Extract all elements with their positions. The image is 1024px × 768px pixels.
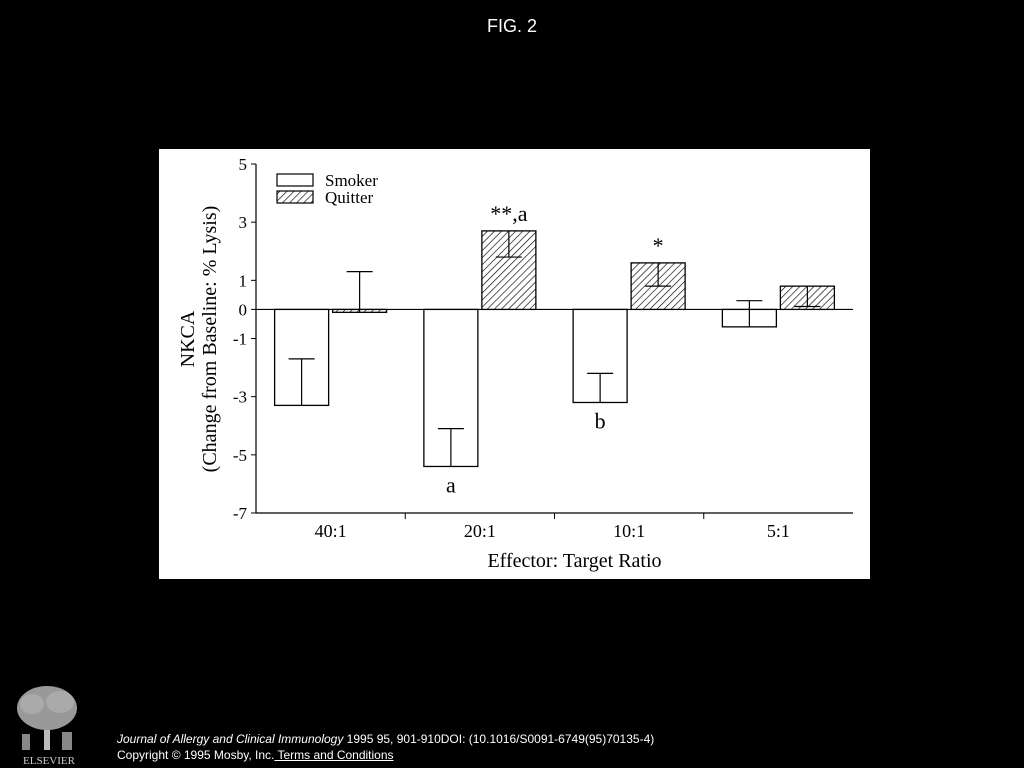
y-tick-label: 0 — [239, 300, 248, 319]
copyright-text: Copyright © 1995 Mosby, Inc. — [117, 748, 275, 762]
y-tick-label: -7 — [233, 504, 248, 523]
x-tick-label: 10:1 — [613, 521, 645, 541]
legend-label: Quitter — [325, 188, 373, 207]
x-tick-label: 5:1 — [767, 521, 790, 541]
figure-title: FIG. 2 — [486, 16, 537, 36]
bar-annotation: b — [595, 408, 606, 433]
x-tick-label: 40:1 — [315, 521, 347, 541]
y-axis-subtitle: (Change from Baseline: % Lysis) — [199, 206, 221, 473]
y-tick-label: -1 — [233, 330, 247, 349]
bar-annotation: a — [446, 472, 456, 497]
legend-label: Smoker — [325, 171, 378, 190]
bar-chart: 5 3 1 0 -1 -3 -5 -7 40:1 20:1 10:1 5:1 a b **,a * Smoker… — [177, 155, 853, 572]
journal-name: Journal of Allergy and Clinical Immunolo… — [117, 732, 344, 746]
x-tick-label: 20:1 — [464, 521, 496, 541]
citation-line: Journal of Allergy and Clinical Immunolo… — [117, 731, 654, 747]
y-tick-label: -3 — [233, 388, 247, 407]
citation-block: Journal of Allergy and Clinical Immunolo… — [117, 731, 654, 763]
bar-annotation: **,a — [490, 201, 528, 226]
citation-details: 1995 95, 901-910DOI: (10.1016/S0091-6749… — [343, 732, 655, 746]
y-tick-label: 1 — [239, 271, 248, 290]
y-tick-label: 3 — [239, 213, 248, 232]
y-tick-label: 5 — [239, 155, 248, 174]
legend-swatch — [276, 173, 314, 187]
y-axis-title: NKCA — [177, 310, 199, 367]
x-axis-title: Effector: Target Ratio — [487, 550, 661, 572]
publisher-wordmark: ELSEVIER — [23, 755, 76, 767]
legend-swatch — [276, 190, 314, 204]
elsevier-logo: ELSEVIER — [17, 686, 77, 767]
terms-link[interactable]: Terms and Conditions — [274, 748, 394, 762]
chart-panel: 5 3 1 0 -1 -3 -5 -7 40:1 20:1 10:1 5:1 a b **,a * Smoker… — [159, 149, 870, 579]
bar-annotation: * — [653, 233, 664, 258]
y-tick-label: -5 — [233, 446, 247, 465]
copyright-line: Copyright © 1995 Mosby, Inc. Terms and C… — [117, 747, 654, 763]
